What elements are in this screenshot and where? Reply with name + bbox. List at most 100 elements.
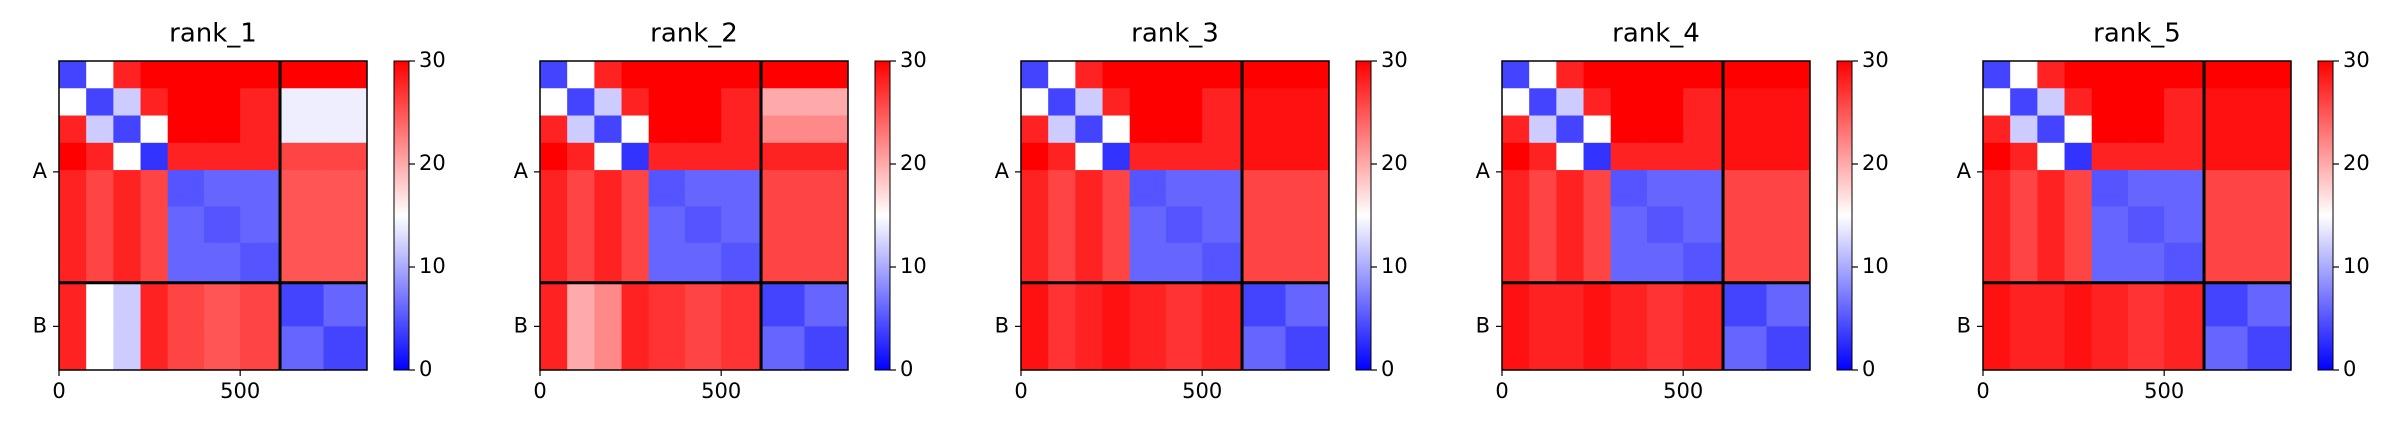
heatmap-cell (2091, 142, 2129, 171)
heatmap-cell (2064, 326, 2093, 371)
heatmap-cell (1646, 282, 1684, 327)
heatmap-cell (1129, 170, 1167, 207)
heatmap-cell (1766, 61, 1811, 89)
heatmap-cell (2127, 170, 2165, 207)
colorbar-tick-label: 20 (900, 151, 927, 175)
heatmap-cell (167, 142, 205, 171)
heatmap-cell (240, 115, 281, 144)
heatmap-cell (1529, 88, 1557, 117)
heatmap-cell (1556, 242, 1585, 284)
heatmap-cell (2064, 61, 2093, 89)
heatmap-cell (86, 282, 114, 327)
x-tick-label: 0 (52, 379, 65, 403)
heatmap-cell (1242, 142, 1287, 171)
heatmap-cell (1683, 206, 1724, 244)
heatmap-cell (1556, 61, 1585, 89)
heatmap-cell (1723, 61, 1768, 89)
heatmap-cell (2204, 115, 2249, 144)
heatmap-cell (1165, 61, 1203, 89)
heatmap-cell (761, 242, 806, 284)
panel-title: rank_5 (2093, 19, 2181, 49)
heatmap-cell (2247, 242, 2292, 284)
heatmap-cell (2164, 206, 2205, 244)
heatmap-cell (1583, 115, 1612, 144)
heatmap-cell (648, 142, 686, 171)
heatmap-cell (1242, 61, 1287, 89)
heatmap-cell (1021, 88, 1049, 117)
heatmap-cell (1529, 206, 1557, 244)
heatmap-cell (1610, 88, 1648, 117)
heatmap-cell (240, 142, 281, 171)
heatmap-cell (2204, 88, 2249, 117)
y-tick-label: A (33, 159, 48, 183)
heatmap-cell (1202, 170, 1243, 207)
heatmap-cell (721, 115, 762, 144)
heatmap-cell (621, 282, 650, 327)
heatmap-cell (2037, 142, 2066, 171)
heatmap-cell (2037, 206, 2066, 244)
heatmap-cell (240, 282, 281, 327)
heatmap-cell (1129, 142, 1167, 171)
heatmap-cell (721, 88, 762, 117)
heatmap-cell (1556, 88, 1585, 117)
colorbar (874, 60, 891, 371)
heatmap-cell (2064, 242, 2093, 284)
heatmap-cell (1502, 142, 1530, 171)
heatmap-cell (1683, 88, 1724, 117)
heatmap-cell (113, 326, 142, 371)
plot-frame (1020, 60, 1330, 371)
heatmap-cell (1502, 170, 1530, 207)
heatmap-cell (86, 61, 114, 89)
heatmap-cell (1048, 88, 1076, 117)
heatmap-cell (621, 170, 650, 207)
heatmap-cell (1075, 142, 1104, 171)
heatmap-cell (1242, 88, 1287, 117)
heatmap-cell (86, 142, 114, 171)
heatmap-cell (594, 170, 623, 207)
heatmap-cell (1165, 326, 1203, 371)
panel-title: rank_1 (169, 19, 257, 49)
heatmap-cell (167, 326, 205, 371)
heatmap-cell (1102, 142, 1131, 171)
heatmap-cell (86, 170, 114, 207)
heatmap-cell (567, 206, 595, 244)
heatmap-cell (1723, 206, 1768, 244)
x-tick-label: 0 (1495, 379, 1508, 403)
heatmap-cell (1683, 326, 1724, 371)
colorbar-tick-label: 20 (2343, 151, 2370, 175)
heatmap-cell (594, 242, 623, 284)
heatmap-cell (1583, 326, 1612, 371)
x-tick-label: 500 (701, 379, 741, 403)
heatmap-cell (721, 326, 762, 371)
heatmap-cell (540, 115, 568, 144)
heatmap-cell (240, 88, 281, 117)
heatmap-cell (1165, 206, 1203, 244)
colorbar-tick-label: 0 (419, 357, 432, 381)
heatmap-cell (1242, 170, 1287, 207)
heatmap-cell (1202, 282, 1243, 327)
heatmap-cell (594, 142, 623, 171)
heatmap-cell (721, 282, 762, 327)
heatmap-cell (1285, 170, 1330, 207)
heatmap-cell (804, 115, 849, 144)
heatmap-cell (113, 282, 142, 327)
colorbar-tick-label: 30 (1862, 48, 1889, 72)
heatmap-cell (1129, 242, 1167, 284)
heatmap-cell (203, 142, 241, 171)
heatmap-cell (567, 61, 595, 89)
heatmap-cell (1766, 206, 1811, 244)
heatmap-cell (1983, 61, 2011, 89)
plot-frame (58, 60, 368, 371)
heatmap-cell (621, 115, 650, 144)
heatmap-cell (203, 282, 241, 327)
x-tick-label: 500 (2144, 379, 2184, 403)
heatmap-cell (2064, 206, 2093, 244)
heatmap-cell (1102, 326, 1131, 371)
heatmap-cell (240, 242, 281, 284)
y-tick-label: B (514, 313, 528, 337)
plot-frame (539, 60, 849, 371)
heatmap-cell (203, 206, 241, 244)
heatmap-cell (621, 61, 650, 89)
heatmap-cell (1102, 170, 1131, 207)
heatmap-cell (1202, 88, 1243, 117)
